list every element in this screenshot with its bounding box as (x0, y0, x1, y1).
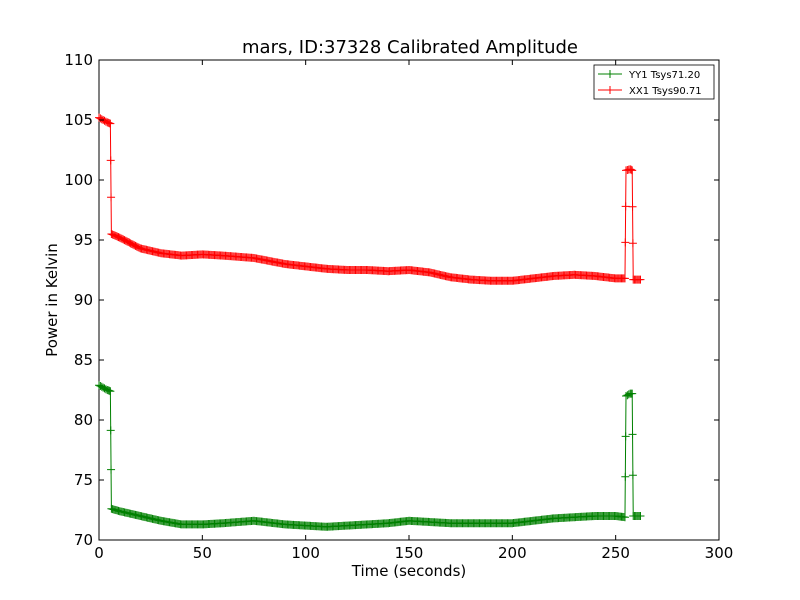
data-point-marker (621, 202, 630, 211)
legend-marker (606, 70, 614, 78)
chart-title: mars, ID:37328 Calibrated Amplitude (242, 37, 578, 58)
x-tick-label: 0 (94, 544, 104, 562)
legend-items: YY1 Tsys71.20 XX1 Tsys90.71 (598, 70, 702, 97)
legend: YY1 Tsys71.20 XX1 Tsys90.71 (593, 64, 715, 100)
series-1 (95, 113, 645, 285)
y-tick-label: 100 (64, 171, 93, 189)
data-point-marker (626, 165, 635, 174)
data-point-marker (628, 389, 637, 398)
y-tick-label: 110 (64, 51, 93, 69)
data-point-marker (107, 193, 116, 202)
series-0 (95, 381, 645, 531)
data-point-marker (628, 239, 637, 248)
data-point-marker (628, 202, 637, 211)
y-tick-label: 90 (74, 291, 93, 309)
data-point-marker (107, 465, 116, 474)
data-point-marker (106, 119, 115, 128)
x-tick-label: 250 (601, 544, 630, 562)
data-point-marker (636, 275, 645, 284)
x-tick-label: 50 (193, 544, 212, 562)
y-axis-label: Power in Kelvin (43, 243, 61, 357)
data-point-marker (628, 166, 637, 175)
legend-frame (593, 64, 715, 100)
x-tick-label: 300 (705, 544, 734, 562)
data-point-marker (620, 274, 629, 283)
x-tick-label: 150 (395, 544, 424, 562)
data-point-marker (620, 513, 629, 522)
x-tick-label: 100 (291, 544, 320, 562)
data-point-marker (621, 472, 630, 481)
legend-label: XX1 Tsys90.71 (629, 86, 702, 97)
legend-marker (606, 86, 614, 94)
y-tick-label: 75 (74, 471, 93, 489)
data-point-marker (636, 512, 645, 520)
data-point-marker (621, 238, 630, 247)
y-tick-label: 80 (74, 411, 93, 429)
data-point-marker (621, 432, 630, 441)
tick-layer: 0 50 100 150 200 250 300 70 75 80 85 90 95 100 105 110 (64, 51, 733, 562)
series-layer (95, 113, 645, 531)
data-point-marker (628, 471, 637, 480)
plot-area (98, 59, 720, 541)
y-tick-label: 105 (64, 111, 93, 129)
data-point-marker (106, 426, 115, 435)
data-point-marker (106, 387, 115, 396)
y-tick-label: 70 (74, 531, 93, 549)
data-point-marker (106, 156, 115, 165)
x-tick-label: 200 (498, 544, 527, 562)
y-tick-label: 85 (74, 351, 93, 369)
x-axis-label: Time (seconds) (351, 562, 467, 580)
data-point-marker (627, 165, 636, 174)
y-tick-label: 95 (74, 231, 93, 249)
legend-label: YY1 Tsys71.20 (628, 70, 700, 81)
data-point-marker (628, 430, 637, 439)
